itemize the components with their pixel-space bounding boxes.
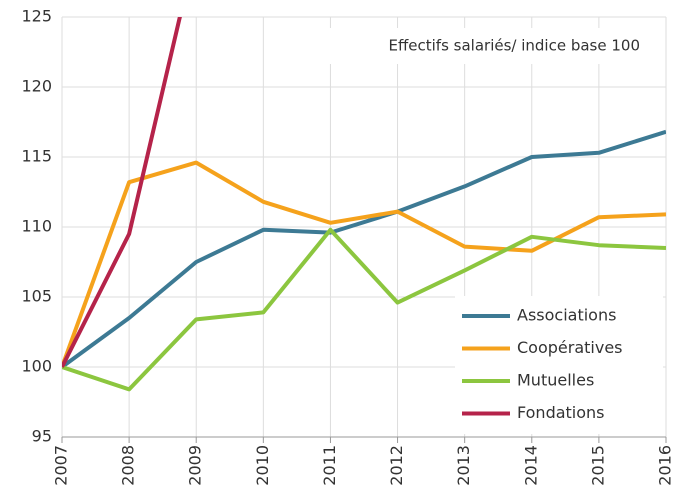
x-tick-label: 2010: [253, 445, 272, 486]
y-tick-label: 125: [21, 7, 52, 26]
x-tick-label: 2011: [320, 445, 339, 486]
series-line: [62, 129, 666, 369]
x-tick-label: 2015: [588, 445, 607, 486]
labels: 95 100 105 110 115 120 125 2007 2008 2009 2010 2011…: [21, 7, 674, 486]
annotation: Effectifs salariés/ indice base 100: [388, 37, 640, 55]
legend-box: [455, 296, 663, 434]
legend-label: Coopératives: [517, 338, 623, 357]
x-tick-label: 2016: [656, 445, 675, 486]
y-tick-label: 100: [21, 357, 52, 376]
x-tick-label: 2014: [521, 445, 540, 486]
annotation-box: [302, 28, 654, 64]
legend-label: Associations: [517, 306, 616, 325]
y-tick-label: 120: [21, 77, 52, 96]
y-tick-label: 110: [21, 217, 52, 236]
y-tick-label: 105: [21, 287, 52, 306]
series-line: [62, 160, 666, 368]
lines: [62, 17, 666, 392]
series-line: [62, 17, 182, 368]
x-tick-label: 2013: [454, 445, 473, 486]
x-tick-label: 2009: [186, 445, 205, 486]
series-line: [62, 227, 666, 392]
y-tick-label: 95: [32, 427, 52, 446]
x-tick-label: 2007: [52, 445, 71, 486]
x-tick-label: 2012: [387, 445, 406, 486]
legend: Associations Coopératives Mutuelles Fondati…: [462, 306, 623, 422]
y-tick-label: 115: [21, 147, 52, 166]
legend-label: Fondations: [517, 403, 605, 422]
legend-label: Mutuelles: [517, 371, 594, 390]
x-tick-label: 2008: [119, 445, 138, 486]
